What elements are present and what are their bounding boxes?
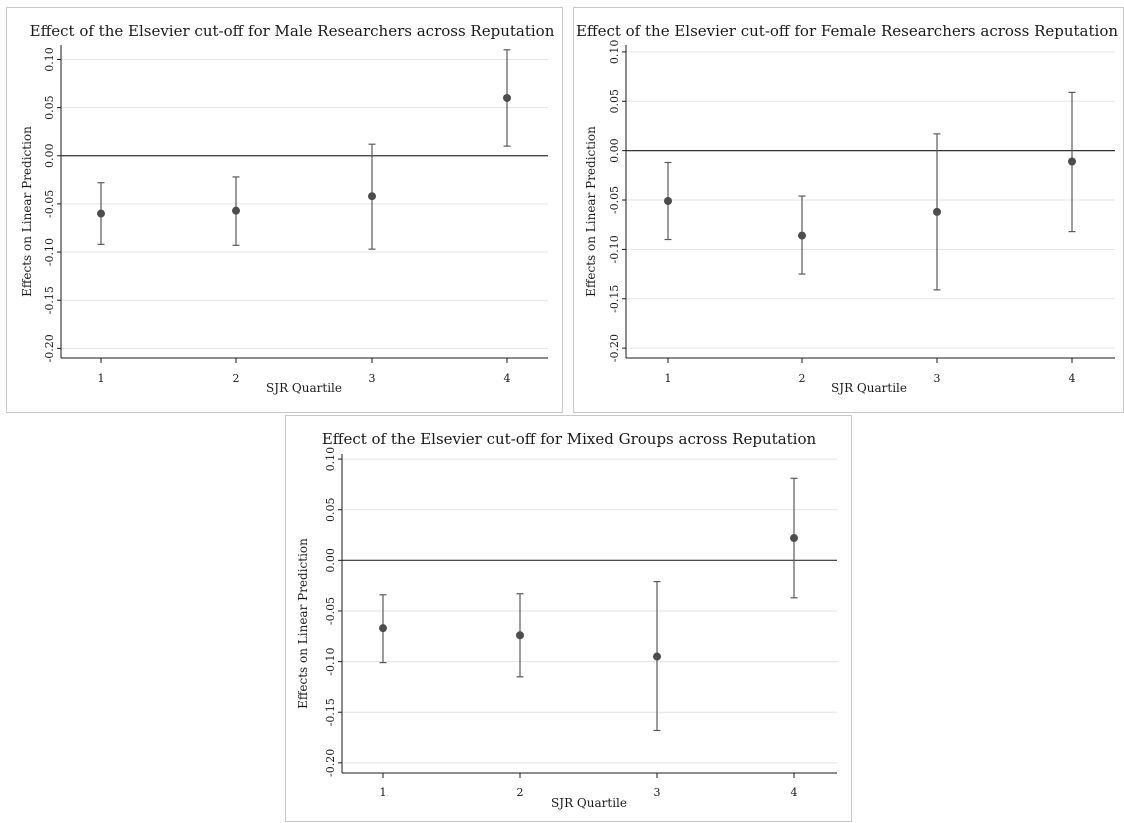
x-tick-label: 2: [799, 372, 806, 385]
y-axis-label: Effects on Linear Prediction: [20, 126, 34, 297]
chart-svg-mixed: Effect of the Elsevier cut-off for Mixed…: [296, 430, 837, 810]
x-tick-label: 1: [98, 372, 105, 385]
y-tick-label: -0.05: [43, 190, 56, 218]
y-tick-label: -0.15: [608, 285, 621, 313]
point-estimate-male-q1: [97, 209, 105, 218]
chart-title: Effect of the Elsevier cut-off for Femal…: [576, 22, 1118, 40]
x-tick-label: 4: [791, 786, 798, 799]
y-tick-label: -0.20: [43, 334, 56, 362]
y-axis-label: Effects on Linear Prediction: [296, 538, 310, 709]
y-tick-label: -0.10: [608, 235, 621, 263]
point-estimate-female-q4: [1068, 157, 1076, 166]
y-tick-label: 0.00: [43, 144, 56, 169]
x-tick-label: 2: [233, 372, 240, 385]
point-estimate-female-q3: [933, 207, 941, 216]
y-tick-label: 0.10: [608, 40, 621, 64]
chart-panel-male: Effect of the Elsevier cut-off for Male …: [6, 7, 563, 413]
y-tick-label: 0.00: [608, 138, 621, 163]
point-estimate-mixed-q2: [516, 631, 524, 640]
chart-panel-mixed: Effect of the Elsevier cut-off for Mixed…: [285, 415, 852, 822]
x-tick-label: 1: [665, 372, 672, 385]
y-tick-label: 0.10: [324, 447, 337, 472]
x-axis-label: SJR Quartile: [266, 381, 342, 395]
point-estimate-mixed-q4: [790, 534, 798, 543]
x-tick-label: 3: [369, 372, 376, 385]
x-tick-label: 4: [504, 372, 511, 385]
y-tick-label: -0.15: [43, 286, 56, 314]
point-estimate-female-q1: [664, 197, 672, 206]
x-tick-label: 2: [517, 786, 524, 799]
y-tick-label: -0.10: [324, 647, 337, 675]
y-tick-label: 0.05: [324, 497, 337, 522]
chart-title: Effect of the Elsevier cut-off for Mixed…: [322, 430, 817, 448]
y-tick-label: 0.05: [608, 89, 621, 114]
chart-svg-male: Effect of the Elsevier cut-off for Male …: [20, 22, 555, 395]
y-tick-label: -0.20: [324, 749, 337, 777]
y-tick-label: -0.20: [608, 334, 621, 362]
x-axis-label: SJR Quartile: [551, 796, 627, 810]
x-tick-label: 4: [1069, 372, 1076, 385]
chart-panel-female: Effect of the Elsevier cut-off for Femal…: [573, 7, 1124, 413]
point-estimate-male-q2: [232, 206, 240, 215]
point-estimate-mixed-q3: [653, 652, 661, 661]
y-tick-label: -0.05: [608, 186, 621, 214]
x-tick-label: 3: [934, 372, 941, 385]
x-tick-label: 1: [380, 786, 387, 799]
y-tick-label: 0.10: [43, 47, 56, 71]
y-tick-label: -0.10: [43, 238, 56, 266]
chart-svg-female: Effect of the Elsevier cut-off for Femal…: [576, 22, 1118, 395]
y-tick-label: 0.00: [324, 548, 337, 573]
x-tick-label: 3: [654, 786, 661, 799]
y-tick-label: -0.05: [324, 597, 337, 625]
y-tick-label: -0.15: [324, 698, 337, 726]
point-estimate-male-q3: [368, 192, 376, 201]
x-axis-label: SJR Quartile: [831, 381, 907, 395]
y-tick-label: 0.05: [43, 95, 56, 120]
point-estimate-male-q4: [503, 93, 511, 102]
point-estimate-mixed-q1: [379, 624, 387, 633]
y-axis-label: Effects on Linear Prediction: [584, 126, 598, 297]
chart-title: Effect of the Elsevier cut-off for Male …: [30, 22, 555, 40]
point-estimate-female-q2: [798, 231, 806, 240]
